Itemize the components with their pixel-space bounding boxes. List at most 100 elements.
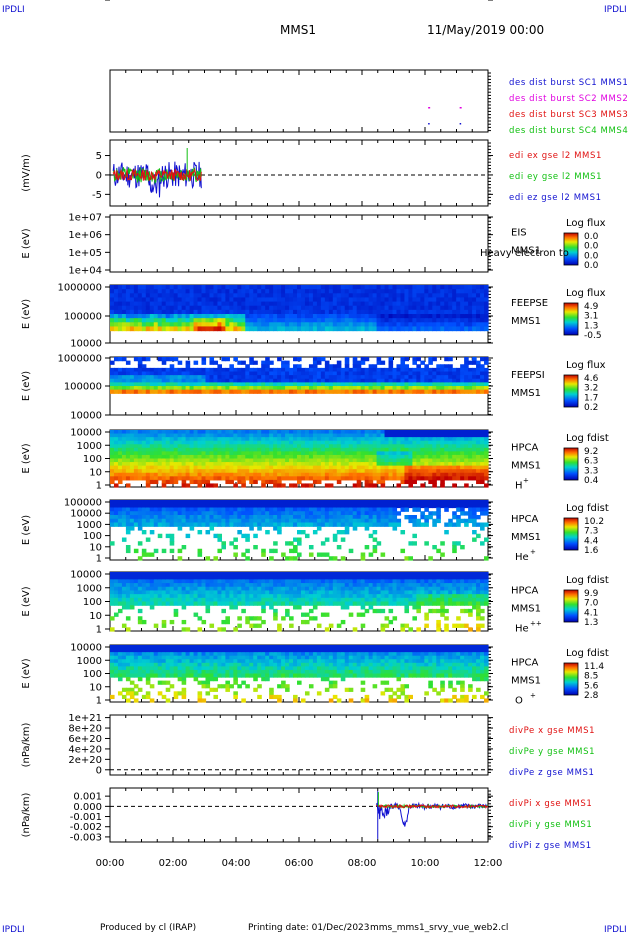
spectrogram-cell xyxy=(456,522,461,527)
spectrogram-cell xyxy=(316,360,322,365)
spectrogram-cell xyxy=(185,314,191,319)
spectrogram-cell xyxy=(304,371,310,376)
spectrogram-cell xyxy=(225,293,230,299)
spectrogram-cell xyxy=(293,305,298,311)
spectrogram-cell xyxy=(185,579,191,584)
spectrogram-cell xyxy=(133,503,139,509)
spectrogram-cell xyxy=(205,511,211,516)
spectrogram-cell xyxy=(424,476,429,481)
spectrogram-cell xyxy=(289,556,294,561)
spectrogram-cell xyxy=(404,357,410,362)
spectrogram-cell xyxy=(460,462,465,467)
colorbar-title: Log fdist xyxy=(566,433,609,444)
spectrogram-cell xyxy=(352,375,358,380)
legend-entry: edi ez gse l2 MMS1 xyxy=(509,193,602,203)
spectrogram-cell xyxy=(368,430,374,435)
spectrogram-cell xyxy=(392,322,398,328)
spectrogram-cell xyxy=(257,444,262,449)
spectrogram-cell xyxy=(324,386,330,391)
spectrogram-cell xyxy=(157,305,163,311)
spectrogram-cell xyxy=(416,289,421,294)
spectrogram-cell xyxy=(157,378,163,383)
spectrogram-cell xyxy=(141,590,147,595)
spectrogram-cell xyxy=(165,511,171,516)
spectrogram-cell xyxy=(372,285,378,290)
spectrogram-cell xyxy=(269,318,274,323)
spectrogram-cell xyxy=(392,371,398,376)
spectrogram-cell xyxy=(129,515,135,520)
spectrogram-cell xyxy=(472,437,477,442)
spectrogram-cell xyxy=(249,476,254,481)
spectrogram-cell xyxy=(392,318,398,323)
spectrogram-cell xyxy=(308,318,314,323)
spectrogram-cell xyxy=(360,507,366,512)
spectrogram-cell xyxy=(201,469,207,474)
spectrogram-cell xyxy=(312,371,318,376)
spectrogram-cell xyxy=(269,389,274,394)
spectrogram-cell xyxy=(157,522,163,527)
spectrogram-cell xyxy=(125,433,131,438)
spectrogram-cell xyxy=(396,522,402,527)
spectrogram-cell xyxy=(384,371,390,376)
spectrogram-cell xyxy=(376,476,382,481)
spectrogram-cell xyxy=(237,375,242,380)
spectrogram-cell xyxy=(408,301,413,307)
spectrogram-cell xyxy=(125,627,131,632)
spectrogram-cell xyxy=(332,500,338,505)
spectrogram-cell xyxy=(189,476,195,481)
spectrogram-cell xyxy=(293,297,298,303)
spectrogram-cell xyxy=(149,309,155,315)
spectrogram-cell xyxy=(380,430,386,435)
spectrogram-cell xyxy=(253,451,258,456)
spectrogram-cell xyxy=(229,301,234,307)
spectrogram-cell xyxy=(332,297,338,303)
spectrogram-cell xyxy=(145,389,151,394)
spectrogram-cell xyxy=(137,447,143,452)
spectrogram-cell xyxy=(452,515,457,520)
spectrogram-cell xyxy=(221,309,226,315)
spectrogram-cell xyxy=(157,375,163,380)
spectrogram-cell xyxy=(468,454,473,460)
spectrogram-cell xyxy=(197,503,203,509)
spectrogram-cell xyxy=(225,371,230,376)
spectrogram-cell xyxy=(141,322,147,328)
spectrogram-cell xyxy=(181,594,187,599)
spectrogram-cell xyxy=(265,382,270,387)
spectrogram-cell xyxy=(165,500,171,505)
spectrogram-cell xyxy=(416,433,421,438)
spectrogram-cell xyxy=(432,371,437,376)
spectrogram-cell xyxy=(400,297,406,303)
spectrogram-cell xyxy=(436,447,441,452)
spectrogram-cell xyxy=(201,375,207,380)
spectrogram-cell xyxy=(436,301,441,307)
spectrogram-cell xyxy=(181,515,187,520)
spectrogram-cell xyxy=(328,500,334,505)
spectrogram-cell xyxy=(297,537,302,542)
spectrogram-cell xyxy=(348,451,354,456)
spectrogram-cell xyxy=(249,500,254,505)
spectrogram-cell xyxy=(376,454,382,460)
spectrogram-cell xyxy=(201,503,207,509)
spectrogram-cell xyxy=(392,433,398,438)
spectrogram-cell xyxy=(356,440,362,445)
spectrogram-cell xyxy=(320,289,326,294)
spectrogram-cell xyxy=(257,314,262,319)
spectrogram-cell xyxy=(332,537,338,542)
spectrogram-cell xyxy=(257,297,262,303)
spectrogram-cell xyxy=(177,386,183,391)
spectrogram-cell xyxy=(448,382,453,387)
spectrogram-cell xyxy=(484,360,489,365)
spectrogram-cell xyxy=(400,454,406,460)
spectrogram-cell xyxy=(113,465,119,470)
spectrogram-cell xyxy=(269,297,274,303)
spectrogram-cell xyxy=(129,503,135,509)
spectrogram-cell xyxy=(364,318,370,323)
spectrogram-cell xyxy=(249,326,254,332)
spectrogram-cell xyxy=(177,511,183,516)
spectrogram-cell xyxy=(225,437,230,442)
spectrogram-cell xyxy=(205,590,211,595)
spectrogram-cell xyxy=(137,375,143,380)
spectrogram-cell xyxy=(193,454,199,460)
spectrogram-cell xyxy=(404,500,410,505)
spectrogram-cell xyxy=(121,314,127,319)
